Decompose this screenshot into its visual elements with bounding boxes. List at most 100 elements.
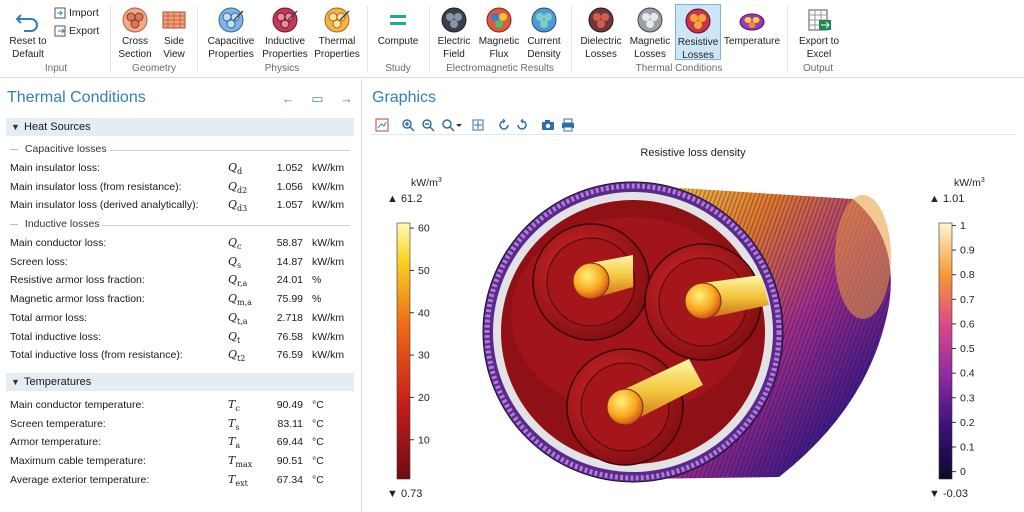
cd-label-1: Current [527, 36, 561, 47]
quantity-row: Armor temperature: Ta 69.44 °C [10, 434, 355, 450]
quantity-unit: % [312, 274, 322, 287]
ribbon-separator [367, 6, 368, 72]
compute-button[interactable]: Compute [372, 4, 424, 60]
rotate-icon[interactable] [497, 118, 511, 132]
quantity-row: Screen temperature: Ts 83.11 °C [10, 416, 355, 432]
export-label: Export [69, 25, 100, 37]
quantity-value: 1.057 [276, 199, 303, 212]
left-color-legend: kW/m3 ▲ 61.2 60 50 40 30 20 10 ▼ 0.73 [387, 177, 442, 500]
armor-end-cap [835, 195, 891, 319]
quantity-unit: kW/km [312, 255, 345, 268]
window-icon[interactable]: ▭ [311, 91, 324, 106]
quantity-row: Magnetic armor loss fraction: Qm,a 75.99% [10, 291, 355, 307]
quantity-unit: kW/km [312, 330, 345, 343]
cross-section-button[interactable]: Cross Section [114, 4, 156, 60]
quantity-label: Total inductive loss: [10, 330, 102, 343]
side-label-2: View [163, 49, 185, 60]
quantity-symbol: Qd [228, 161, 243, 177]
temperature-label: Temperature [723, 36, 781, 47]
therm-label-1: Thermal [318, 36, 356, 47]
divider [102, 225, 350, 226]
current-density-icon [531, 7, 557, 33]
legend-tick-label: 0.1 [960, 442, 975, 454]
quantity-row: Total armor loss: Qt,a 2.718 kW/km [10, 310, 355, 326]
export-button[interactable]: Export [54, 23, 99, 39]
temperature-icon [739, 13, 765, 31]
quantity-symbol: Qr,a [228, 273, 248, 289]
legend-tick-label: 0.2 [960, 417, 975, 429]
quantity-row: Main insulator loss: Qd 1.052 kW/km [10, 160, 355, 176]
therm-label-2: Properties [314, 49, 360, 60]
quantity-unit: °C [312, 399, 324, 411]
electric-field-button[interactable]: Electric Field [432, 4, 476, 60]
back-arrow-icon[interactable]: ← [281, 91, 295, 106]
legend-tick-label: 40 [418, 307, 430, 319]
legend-tick-label: 0.8 [960, 269, 975, 281]
plot-title: Resistive loss density [640, 147, 746, 159]
zoom-box-icon[interactable] [441, 118, 455, 132]
reset-to-default-button[interactable]: Reset to Default [4, 4, 52, 60]
magnetic-losses-icon [637, 7, 663, 33]
cap-label-1: Capacitive [207, 36, 255, 47]
quantity-row: Total inductive loss: Qt 76.58 kW/km [10, 329, 355, 345]
mf-label-1: Magnetic [478, 36, 520, 47]
panel-title: Thermal Conditions [7, 89, 146, 106]
right-color-legend: kW/m3 ▲ 1.01 1 0.9 0.8 0.7 0.6 0.5 0.4 0.3 0.2 0.… [929, 177, 985, 500]
graphics-canvas[interactable]: Resistive loss density kW/m3 ▲ 61.2 60 50… [371, 137, 1017, 509]
reset-label-2: Default [12, 49, 44, 60]
quantity-row: Average exterior temperature: Text 67.34 °C [10, 472, 355, 488]
magnetic-losses-button[interactable]: Magnetic Losses [626, 4, 674, 60]
zoom-to-fit-icon[interactable] [471, 118, 485, 132]
graphics-title: Graphics [372, 89, 437, 106]
reset-label-1: Reset to [9, 36, 47, 47]
capacitive-properties-icon [218, 7, 244, 33]
resistive-losses-button[interactable]: Resistive Losses [675, 4, 721, 61]
quantity-row: Screen loss: Qs 14.87 kW/km [10, 254, 355, 270]
left-legend-max: ▲ 61.2 [387, 193, 422, 205]
quantity-symbol: Tc [228, 398, 240, 414]
inductive-properties-button[interactable]: Inductive Properties [258, 4, 312, 60]
zoom-extents-icon[interactable] [375, 118, 389, 132]
export-to-excel-button[interactable]: Export to Excel [792, 4, 846, 60]
input-group-label: Input [44, 63, 68, 74]
phase-conductor-left [532, 223, 650, 341]
quantity-value: 58.87 [276, 237, 303, 249]
import-button[interactable]: Import [54, 5, 99, 21]
zoom-out-icon[interactable] [421, 118, 435, 132]
quantity-unit: kW/km [312, 311, 345, 324]
heat-sources-section[interactable]: ▼ Heat Sources [6, 118, 354, 136]
collapse-triangle-icon: ▼ [11, 122, 20, 132]
quantity-label: Armor temperature: [10, 436, 102, 449]
forward-arrow-icon[interactable]: → [340, 91, 353, 106]
temperatures-section[interactable]: ▼ Temperatures [6, 373, 354, 391]
quantity-row: Main conductor temperature: Tc 90.49 °C [10, 397, 355, 413]
ef-label-1: Electric [437, 36, 471, 47]
output-group: Export to Excel Output [788, 2, 848, 76]
right-legend-max: ▲ 1.01 [929, 193, 964, 205]
thermal-properties-button[interactable]: Thermal Properties [312, 4, 362, 60]
em-results-group: Electric Field Magnetic Flux Current Den… [430, 2, 570, 76]
heat-sources-title: Heat Sources [24, 121, 91, 133]
dropdown-arrow-icon[interactable] [455, 118, 463, 132]
print-icon[interactable] [561, 118, 575, 132]
dielectric-losses-button[interactable]: Dielectric Losses [576, 4, 626, 60]
study-group: Compute Study [368, 2, 428, 76]
quantity-unit: °C [312, 417, 324, 430]
legend-tick-label: 0.6 [960, 318, 975, 330]
side-view-button[interactable]: Side View [156, 4, 192, 60]
quantity-value: 14.87 [276, 255, 303, 268]
current-density-button[interactable]: Current Density [522, 4, 566, 60]
cd-label-2: Density [527, 49, 561, 60]
magnetic-flux-button[interactable]: Magnetic Flux [476, 4, 522, 60]
quantity-value: 83.11 [277, 417, 304, 430]
quantity-label: Main conductor temperature: [10, 399, 145, 411]
reset-view-icon[interactable] [515, 118, 529, 132]
temperature-button[interactable]: Temperature [722, 4, 782, 60]
capacitive-properties-button[interactable]: Capacitive Properties [204, 4, 258, 60]
mf-label-2: Flux [489, 49, 509, 60]
camera-icon[interactable] [541, 118, 555, 132]
undo-arrow-icon [15, 14, 38, 32]
right-legend-unit: kW/m3 [954, 177, 985, 189]
compute-equals-icon [390, 15, 406, 25]
zoom-in-icon[interactable] [401, 118, 415, 132]
